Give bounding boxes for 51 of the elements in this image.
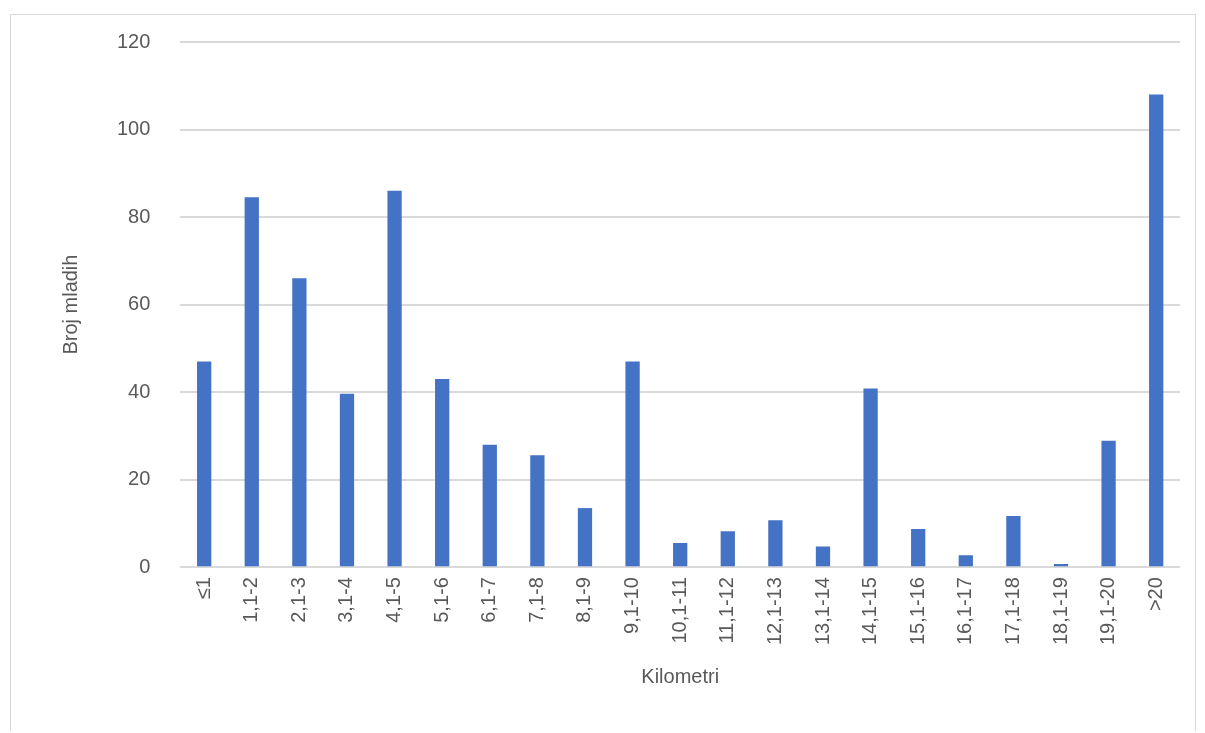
bar	[292, 278, 307, 567]
bar	[1006, 515, 1021, 567]
bar	[577, 508, 593, 567]
bar	[482, 444, 497, 567]
bar	[1053, 564, 1069, 567]
x-tick-label: >20	[1143, 577, 1166, 612]
y-tick-label: 60	[128, 292, 151, 315]
bar	[1149, 94, 1164, 567]
bar	[197, 361, 212, 567]
x-tick-label: 7,1-8	[524, 577, 547, 623]
x-tick-label: ≤1	[191, 577, 214, 600]
x-tick-label: 12,1-13	[762, 577, 785, 646]
y-axis-title: Broj mladih	[58, 254, 81, 355]
y-tick-label: 20	[128, 467, 151, 490]
x-tick-label: 8,1-9	[572, 577, 595, 623]
x-tick-label: 5,1-6	[429, 577, 452, 623]
x-tick-label: 18,1-19	[1048, 577, 1071, 646]
y-tick-label: 40	[128, 379, 151, 402]
x-tick-label: 2,1-3	[286, 577, 309, 623]
y-tick-label: 0	[139, 554, 151, 577]
bar	[387, 190, 402, 567]
bar	[244, 197, 259, 567]
x-axis-title: Kilometri	[641, 664, 720, 687]
x-tick-label: 9,1-10	[620, 577, 643, 634]
bar	[911, 529, 926, 567]
x-tick-label: 17,1-18	[1000, 577, 1023, 646]
x-tick-label: 13,1-14	[810, 577, 833, 646]
x-tick-label: 3,1-4	[334, 577, 357, 623]
x-tick-label: 15,1-16	[905, 577, 928, 646]
y-tick-label: 100	[116, 117, 151, 140]
bar	[435, 378, 450, 567]
bar	[768, 520, 783, 567]
bar	[1101, 440, 1116, 567]
x-tick-label: 10,1-11	[667, 577, 690, 644]
y-tick-label: 120	[116, 29, 151, 52]
x-tick-label: 14,1-15	[858, 577, 881, 646]
x-tick-label: 1,1-2	[239, 577, 262, 623]
x-tick-label: 16,1-17	[953, 577, 976, 646]
bar	[625, 361, 640, 567]
bar	[720, 531, 735, 567]
bar	[673, 543, 688, 567]
bar	[530, 455, 545, 567]
bar	[815, 546, 831, 567]
x-tick-label: 6,1-7	[477, 577, 500, 623]
y-tick-label: 80	[128, 204, 151, 227]
bar	[863, 388, 878, 567]
bar	[339, 393, 355, 567]
x-tick-label: 19,1-20	[1096, 577, 1119, 646]
x-tick-label: 11,1-12	[715, 577, 738, 644]
x-tick-label: 4,1-5	[382, 577, 405, 623]
bar	[958, 555, 973, 567]
